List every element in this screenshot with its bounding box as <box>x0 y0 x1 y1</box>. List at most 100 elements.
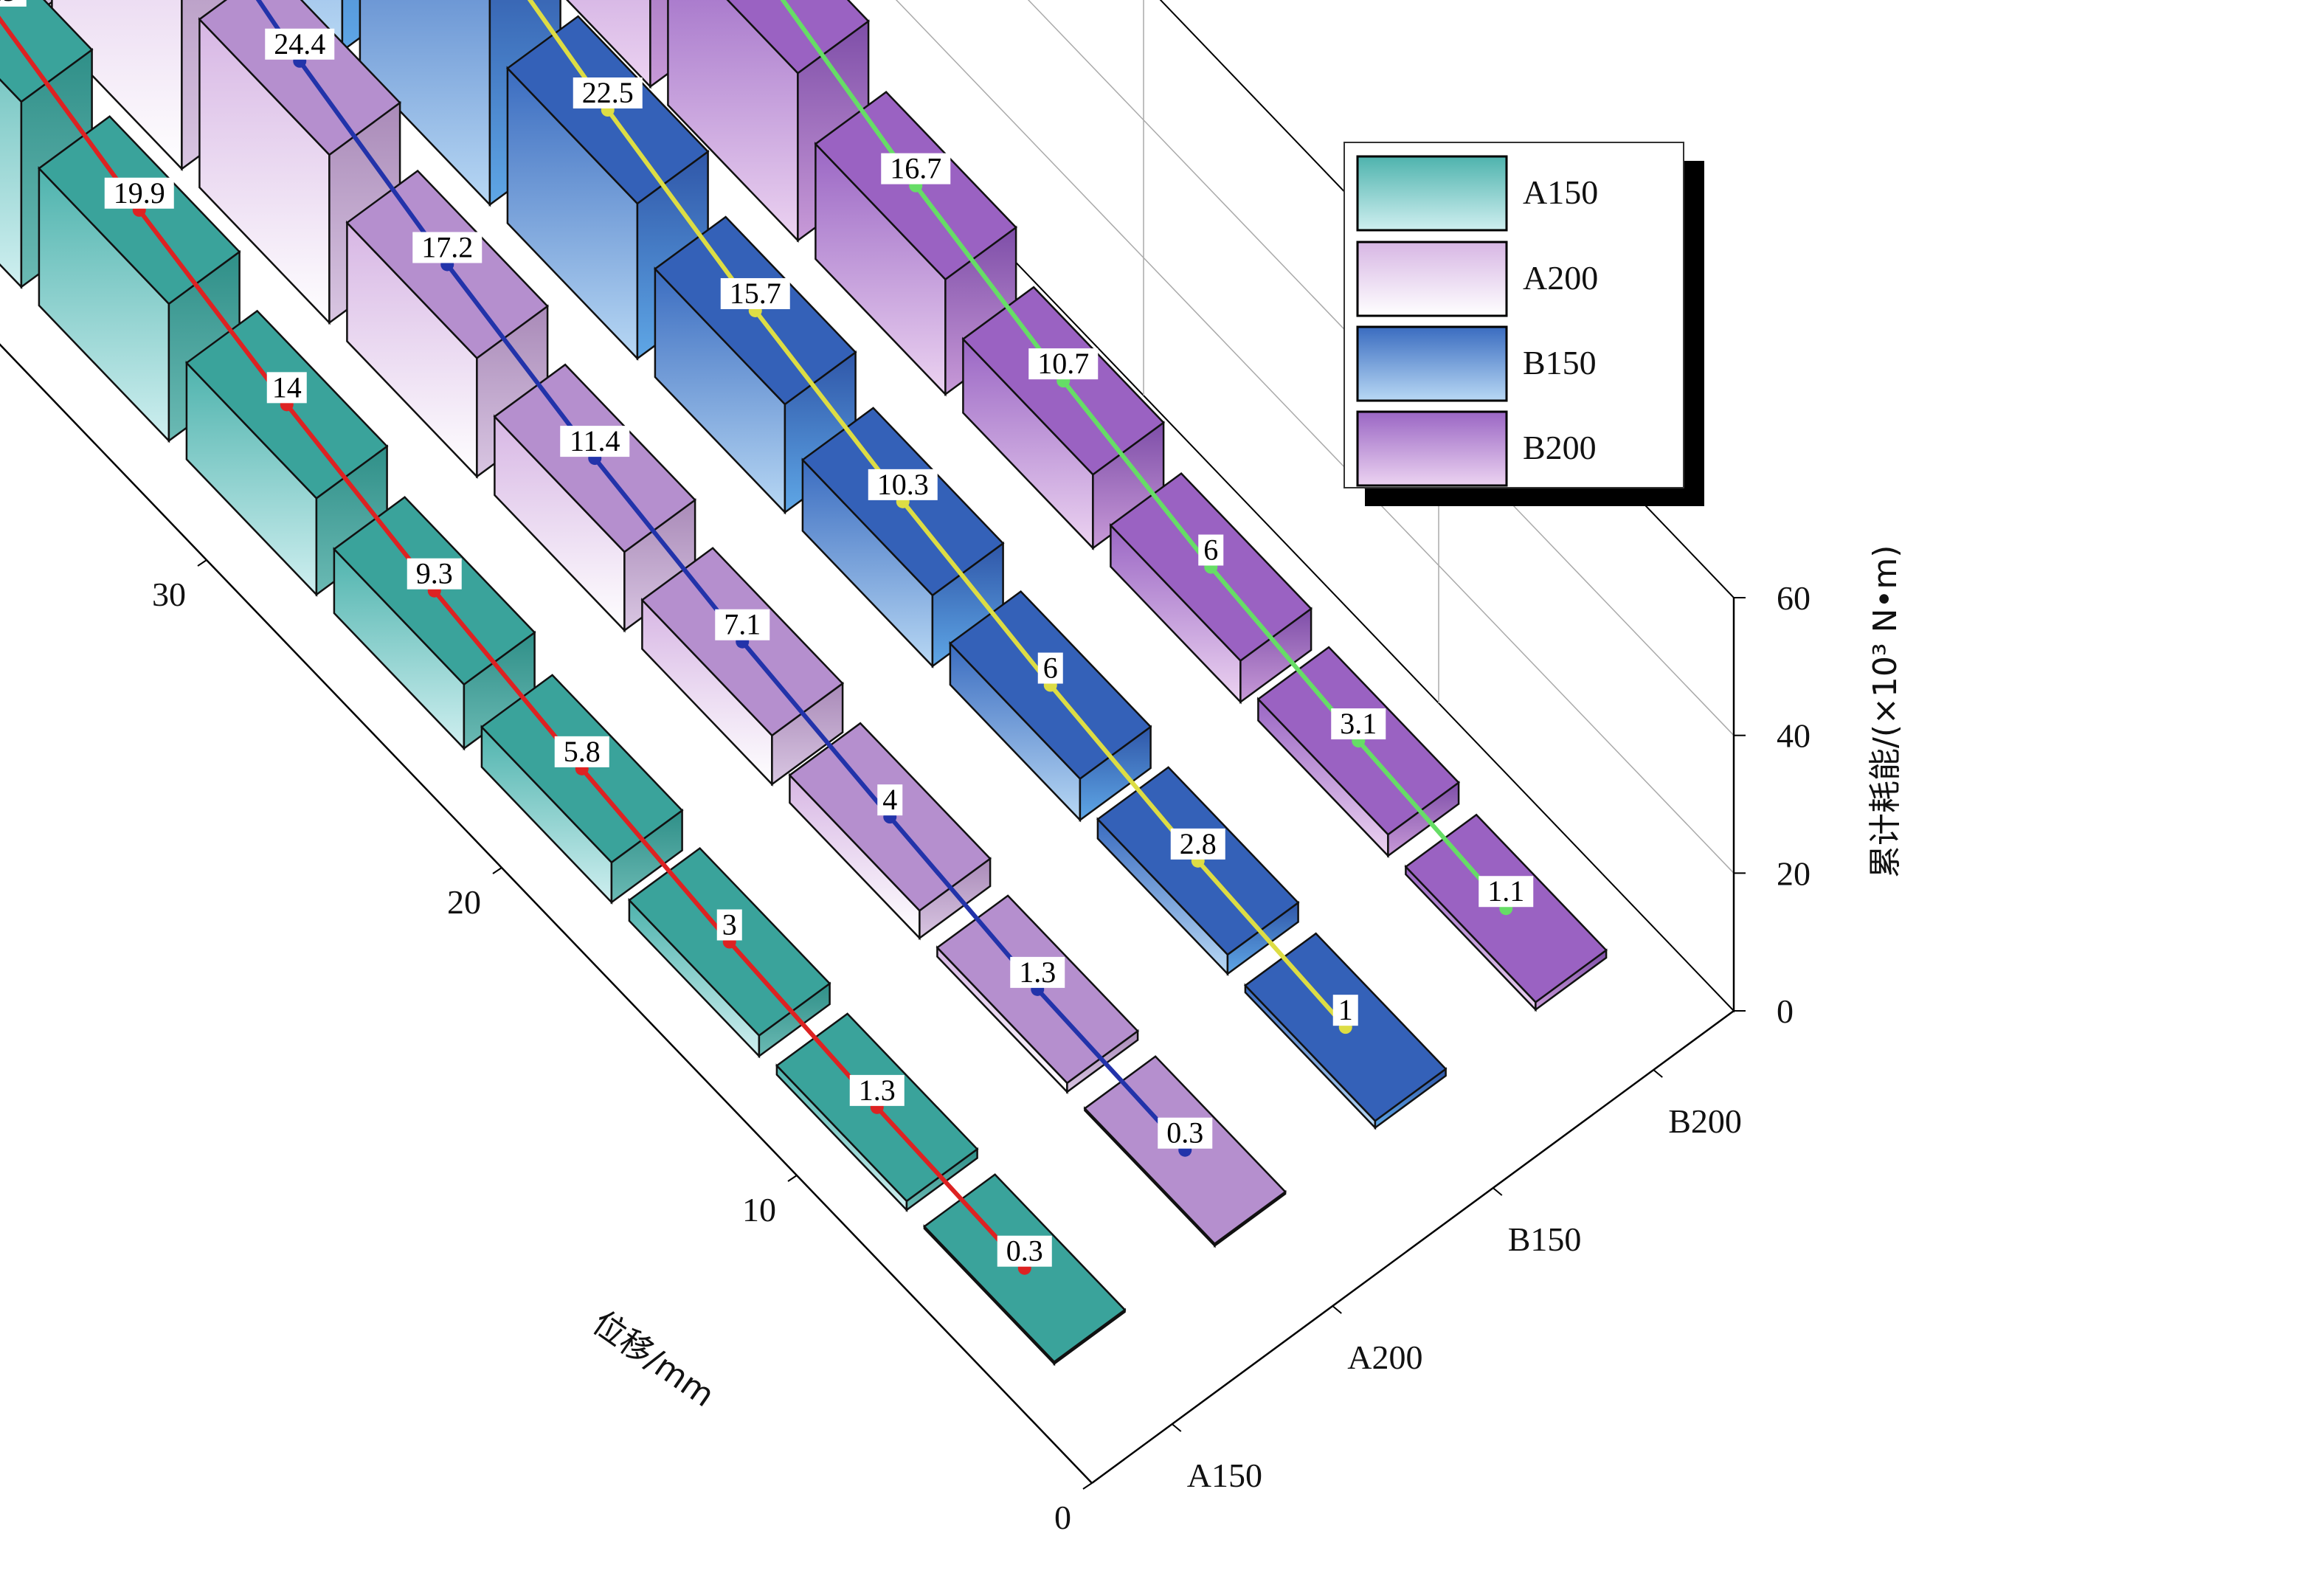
series-trend-line <box>0 15 142 212</box>
data-label: 7.1 <box>724 608 761 641</box>
series-trend-line <box>1061 379 1213 569</box>
data-label: 1.3 <box>1019 956 1056 989</box>
data-label: 1.1 <box>1487 874 1524 908</box>
data-label: 0.3 <box>1006 1234 1043 1268</box>
axis-layer: 0102030405060A150A200B150B2000204060 <box>0 343 1811 1536</box>
series-trend-line <box>740 640 892 819</box>
x-tick-label: 10 <box>742 1191 776 1229</box>
z-tick-label: 40 <box>1777 717 1811 755</box>
data-label: 22.5 <box>582 76 634 109</box>
data-label: 10.7 <box>1037 347 1089 380</box>
series-trend-line <box>297 60 449 266</box>
data-label-bg <box>412 232 483 263</box>
series-tick <box>1332 1305 1342 1314</box>
bar-top-face <box>198 0 401 156</box>
data-label-bg <box>0 0 27 7</box>
data-label-bg <box>1010 956 1065 988</box>
z-axis-title: 累计耗能/(×10³ N•m) <box>1867 545 1904 878</box>
data-label-bg <box>715 609 770 640</box>
data-label-bg <box>1332 995 1358 1026</box>
data-label-bg <box>881 153 951 184</box>
data-label: 16.7 <box>890 152 941 185</box>
bar-A200-20 <box>640 547 844 787</box>
data-label: 3.1 <box>1340 707 1377 740</box>
series-trend-line <box>527 0 610 111</box>
bar-left-face <box>566 0 651 89</box>
data-label-bg <box>997 1235 1052 1267</box>
data-label: 24.4 <box>274 27 325 61</box>
series-tick-label: A150 <box>1187 1457 1262 1494</box>
data-label-bg <box>265 28 335 60</box>
series-trend-line <box>137 208 289 407</box>
data-label-bg <box>877 784 903 816</box>
bar-A150-15 <box>628 846 831 1059</box>
data-label-bg <box>1170 828 1225 860</box>
legend-swatch-b200 <box>1356 410 1508 487</box>
x-tick <box>1082 1482 1093 1490</box>
data-label-bg <box>868 469 938 500</box>
legend-swatch-a200 <box>1356 241 1508 317</box>
data-label-bg <box>560 426 630 457</box>
data-label: 1 <box>1338 993 1353 1026</box>
data-label-bg <box>720 277 790 309</box>
x-axis-title: 位移/mm <box>586 1304 722 1414</box>
data-label-bg <box>573 77 643 109</box>
data-label-bg <box>1479 876 1534 908</box>
x-tick-label: 20 <box>447 883 481 921</box>
series-trend-line <box>606 108 758 312</box>
data-label-bg <box>554 736 609 767</box>
bar-A150-20 <box>480 674 684 905</box>
x-tick <box>197 559 207 567</box>
bars-layer: 0.31.335.89.31419.926.936.549.30.31.347.… <box>0 0 1608 1366</box>
series-trend-line <box>780 0 918 187</box>
data-label: 26.9 <box>0 0 18 7</box>
data-label: 0.3 <box>1166 1116 1203 1150</box>
data-label: 15.7 <box>730 277 781 310</box>
data-label-bg <box>266 372 307 404</box>
z-tick-label: 20 <box>1777 854 1811 892</box>
data-label-bg <box>407 558 462 590</box>
bar-top-face <box>726 0 870 75</box>
x-tick-label: 30 <box>152 576 186 613</box>
series-trend-line <box>255 0 302 63</box>
series-tick-label: A200 <box>1347 1338 1422 1376</box>
data-label: 17.2 <box>421 230 473 263</box>
bar-B150-15 <box>949 590 1152 823</box>
series-trend-line <box>1196 859 1347 1029</box>
data-label: 11.4 <box>570 424 620 457</box>
legend-swatch-a150 <box>1356 155 1508 232</box>
data-label-bg <box>1037 652 1063 684</box>
series-tick-label: B150 <box>1508 1220 1582 1258</box>
bar-B200-15 <box>1109 471 1313 705</box>
legend-label-b200: B200 <box>1523 429 1597 466</box>
data-label-bg <box>1331 708 1386 740</box>
series-trend-line <box>580 767 732 944</box>
data-label: 3 <box>722 908 737 941</box>
legend-label-a200: A200 <box>1523 259 1598 297</box>
bar-B200-10 <box>1256 646 1460 859</box>
value-overlay: 0.31.335.89.31419.926.936.549.30.31.347.… <box>0 0 1534 1275</box>
x-tick <box>492 867 502 874</box>
data-label: 6 <box>1203 533 1218 567</box>
z-tick-label: 60 <box>1777 579 1811 617</box>
legend-label-a150: A150 <box>1523 173 1598 211</box>
data-label-bg <box>849 1074 905 1106</box>
x-tick <box>787 1175 798 1182</box>
data-label-bg <box>1028 348 1099 380</box>
data-label: 4 <box>882 783 897 816</box>
legend-label-b150: B150 <box>1523 344 1597 381</box>
series-tick <box>1653 1069 1663 1078</box>
bar-A200-15 <box>788 722 992 941</box>
data-label-bg <box>1158 1117 1213 1149</box>
x-tick-label: 0 <box>1054 1499 1071 1536</box>
legend: A150 A200 B150 B200 <box>1343 142 1704 506</box>
legend-swatch-b150 <box>1356 325 1508 402</box>
series-tick <box>1493 1187 1503 1196</box>
data-label: 6 <box>1043 652 1058 685</box>
bar-top-face <box>0 0 94 103</box>
data-label-bg <box>104 177 174 209</box>
data-label-bg <box>1198 534 1224 566</box>
series-tick <box>1172 1423 1182 1432</box>
series-trend-line <box>913 184 1065 382</box>
